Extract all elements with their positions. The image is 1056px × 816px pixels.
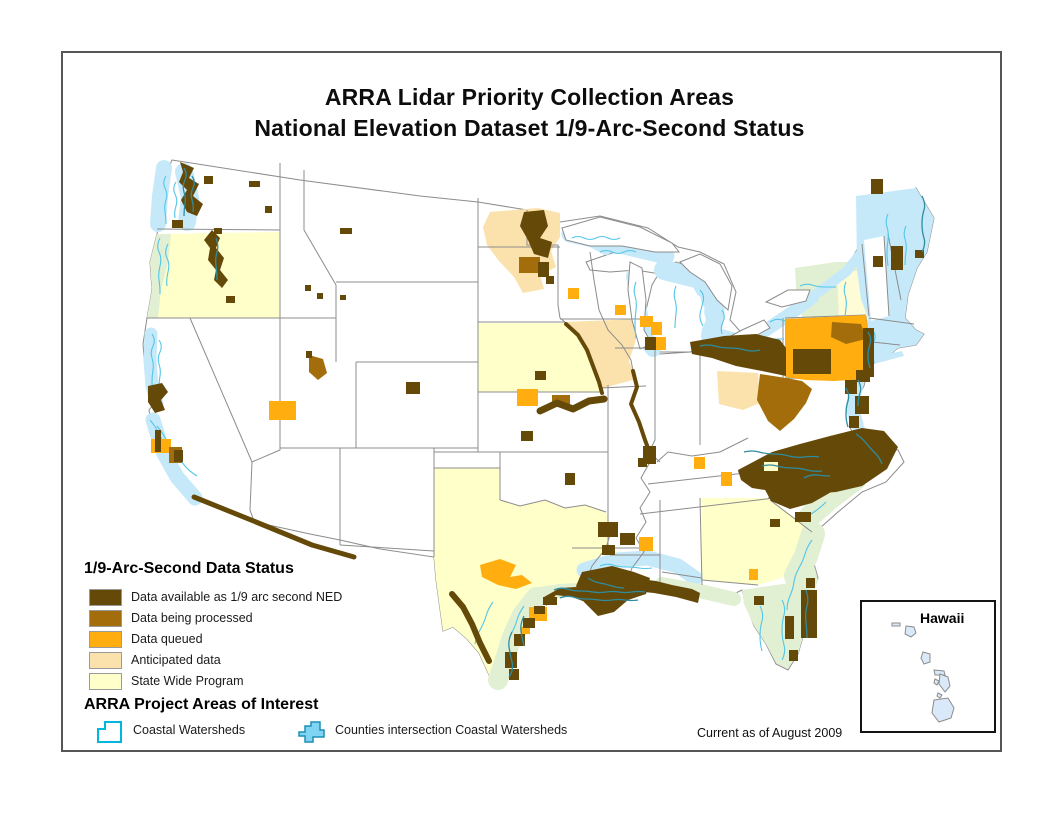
- available-swatch: [89, 589, 122, 606]
- hawaii-label: Hawaii: [920, 610, 965, 626]
- processing-swatch: [89, 610, 122, 627]
- counties-intersection-label: Counties intersection Coastal Watersheds: [335, 723, 568, 737]
- statewide-swatch: [89, 673, 122, 690]
- statewide-label: State Wide Program: [131, 674, 244, 688]
- anticipated-swatch: [89, 652, 122, 669]
- hawaii-inset: Hawaii: [860, 600, 996, 733]
- legend-row-counties-intersection: Counties intersection Coastal Watersheds: [298, 719, 567, 745]
- nc-statewide-dot: [764, 462, 778, 471]
- coastal-watersheds-label: Coastal Watersheds: [133, 723, 246, 737]
- currency-note: Current as of August 2009: [697, 726, 843, 740]
- areas-legend-heading: ARRA Project Areas of Interest: [84, 696, 319, 713]
- legend-row-coastal-watersheds: Coastal Watersheds: [96, 719, 245, 745]
- processing-label: Data being processed: [131, 611, 253, 625]
- queued-label: Data queued: [131, 632, 203, 646]
- available-label: Data available as 1/9 arc second NED: [131, 590, 343, 604]
- coastal-watersheds-swatch: [97, 721, 122, 743]
- coastal-dense-lines: [182, 167, 926, 678]
- title-line-2: National Elevation Dataset 1/9-Arc-Secon…: [254, 115, 805, 141]
- anticipated-label: Anticipated data: [131, 653, 221, 667]
- status-legend-heading: 1/9-Arc-Second Data Status: [84, 560, 294, 577]
- queued-swatch: [89, 631, 122, 648]
- title-line-1: ARRA Lidar Priority Collection Areas: [324, 84, 735, 110]
- counties-intersection-swatch: [298, 721, 325, 743]
- map-title: ARRA Lidar Priority Collection Areas Nat…: [61, 82, 998, 144]
- available-patches: [148, 162, 924, 680]
- hawaii-islands: [891, 622, 955, 723]
